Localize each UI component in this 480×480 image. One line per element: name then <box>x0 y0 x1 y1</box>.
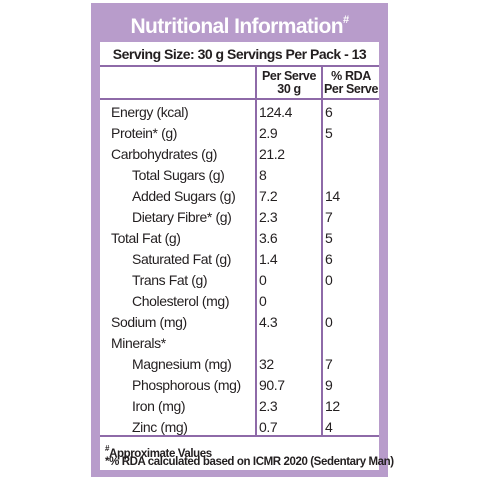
row-name: Magnesium (mg) <box>132 356 232 372</box>
table-row: Sodium (mg) 4.3 0 <box>100 312 379 333</box>
table-row: Iron (mg) 2.3 12 <box>100 396 379 417</box>
row-value: 0 <box>259 293 267 309</box>
nutrition-panel: Nutritional Information# Serving Size: 3… <box>91 3 394 477</box>
table-row: Energy (kcal) 124.4 6 <box>100 102 379 123</box>
row-value: 7.2 <box>259 188 278 204</box>
row-name: Added Sugars (g) <box>132 188 236 204</box>
row-value: 124.4 <box>259 104 293 120</box>
footnote-approx-text: Approximate Values <box>109 447 212 460</box>
row-name: Energy (kcal) <box>111 104 189 120</box>
row-name: Cholesterol (mg) <box>132 293 230 309</box>
title-text: Nutritional Information <box>130 15 343 38</box>
header-per-serve-line1: Per Serve <box>261 69 317 83</box>
table-row: Total Sugars (g) 8 <box>100 165 379 186</box>
row-value: 90.7 <box>259 377 285 393</box>
nutrition-table: Serving Size: 30 g Servings Per Pack - 1… <box>100 42 394 470</box>
title-mark: # <box>342 14 349 26</box>
table-row: Trans Fat (g) 0 0 <box>100 270 379 291</box>
row-name: Iron (mg) <box>132 398 186 414</box>
footnote-rda: *% RDA calculated based on ICMR 2020 (Se… <box>105 456 394 468</box>
footnote-approx: #Approximate Values <box>105 443 212 461</box>
table-row: Magnesium (mg) 32 7 <box>100 354 379 375</box>
panel-title: Nutritional Information# <box>91 3 388 42</box>
row-name: Dietary Fibre* (g) <box>132 209 232 225</box>
header-rule <box>100 98 379 100</box>
row-name: Zinc (mg) <box>132 419 188 435</box>
footnote-approx-mark: # <box>105 444 110 453</box>
row-name: Protein* (g) <box>111 125 178 141</box>
row-rda: 5 <box>325 230 333 246</box>
row-value: 2.3 <box>259 209 278 225</box>
row-name: Total Sugars (g) <box>132 167 225 183</box>
row-rda: 9 <box>325 377 333 393</box>
row-rda: 0 <box>325 314 333 330</box>
row-value: 2.9 <box>259 125 278 141</box>
row-rda: 7 <box>325 209 333 225</box>
table-row: Added Sugars (g) 7.2 14 <box>100 186 379 207</box>
row-name: Sodium (mg) <box>111 314 187 330</box>
row-name: Minerals* <box>111 335 166 351</box>
table-row: Total Fat (g) 3.6 5 <box>100 228 379 249</box>
table-bottom-rule <box>100 435 379 437</box>
table-row: Zinc (mg) 0.7 4 <box>100 417 379 438</box>
row-name: Carbohydrates (g) <box>111 146 218 162</box>
row-rda: 6 <box>325 251 333 267</box>
header-per-serve-line2: 30 g <box>277 82 301 96</box>
row-value: 8 <box>259 167 267 183</box>
column-divider-right <box>321 67 323 437</box>
row-name: Phosphorous (mg) <box>132 377 241 393</box>
column-divider-left <box>255 67 257 437</box>
row-rda: 14 <box>325 188 340 204</box>
table-row: Protein* (g) 2.9 5 <box>100 123 379 144</box>
header-rda-line1: % RDA <box>331 69 371 83</box>
row-rda: 7 <box>325 356 333 372</box>
row-name: Trans Fat (g) <box>132 272 208 288</box>
row-value: 32 <box>259 356 274 372</box>
table-row: Phosphorous (mg) 90.7 9 <box>100 375 379 396</box>
row-value: 3.6 <box>259 230 278 246</box>
row-value: 0.7 <box>259 419 278 435</box>
header-rda: % RDA Per Serve <box>323 70 379 96</box>
header-per-serve: Per Serve 30 g <box>257 70 321 96</box>
row-rda: 6 <box>325 104 333 120</box>
table-row: Carbohydrates (g) 21.2 <box>100 144 379 165</box>
row-value: 1.4 <box>259 251 278 267</box>
row-value: 21.2 <box>259 146 285 162</box>
row-rda: 12 <box>325 398 340 414</box>
table-row: Minerals* <box>100 333 379 354</box>
row-rda: 5 <box>325 125 333 141</box>
table-row: Cholesterol (mg) 0 <box>100 291 379 312</box>
row-rda: 4 <box>325 419 333 435</box>
table-row: Dietary Fibre* (g) 2.3 7 <box>100 207 379 228</box>
serving-info: Serving Size: 30 g Servings Per Pack - 1… <box>100 42 379 67</box>
row-rda: 0 <box>325 272 333 288</box>
row-name: Total Fat (g) <box>111 230 181 246</box>
row-value: 2.3 <box>259 398 278 414</box>
header-rda-line2: Per Serve <box>323 82 379 96</box>
row-value: 4.3 <box>259 314 278 330</box>
row-value: 0 <box>259 272 267 288</box>
table-row: Saturated Fat (g) 1.4 6 <box>100 249 379 270</box>
row-name: Saturated Fat (g) <box>132 251 232 267</box>
